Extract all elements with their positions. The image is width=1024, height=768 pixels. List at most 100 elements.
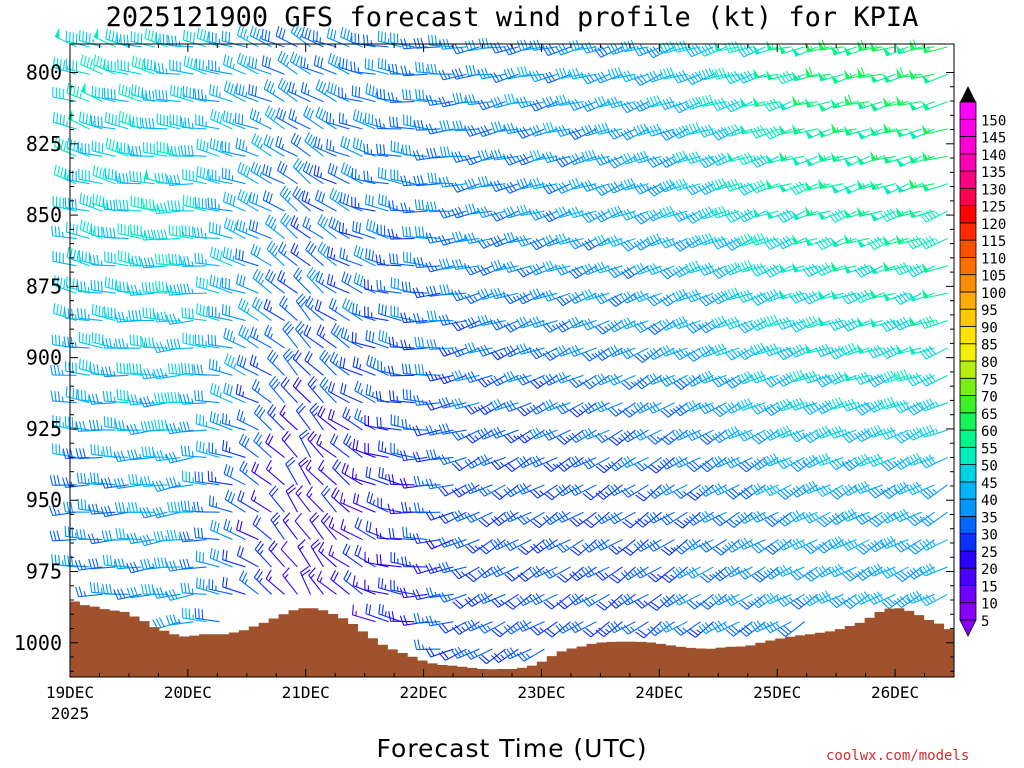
barb-half: [384, 611, 387, 617]
barb-full: [331, 487, 338, 497]
barb-half: [334, 306, 338, 312]
barb-half: [177, 481, 181, 487]
barb-shaft: [364, 153, 389, 157]
barb-shaft: [210, 255, 233, 267]
wind-barb: [222, 191, 246, 212]
barb-shaft: [416, 539, 441, 545]
barb-shaft: [195, 480, 220, 486]
barb-half: [513, 435, 518, 440]
barb-full: [141, 337, 145, 348]
barb-full: [64, 197, 67, 208]
barb-full: [223, 382, 227, 393]
barb-full: [102, 199, 106, 210]
barb-full: [108, 277, 110, 288]
wind-barb: [235, 273, 259, 294]
wind-barb: [365, 466, 389, 486]
barb-full: [396, 117, 399, 128]
barb-half: [294, 89, 297, 95]
barb-full: [471, 232, 477, 243]
barb-full: [295, 160, 302, 170]
barb-shaft: [315, 280, 337, 294]
barb-full: [268, 375, 277, 385]
barb-full: [212, 412, 216, 423]
barb-half: [603, 516, 609, 521]
barb-full: [331, 218, 336, 229]
barb-shaft: [266, 249, 285, 267]
wind-barb: [340, 518, 363, 541]
barb-full: [195, 440, 198, 451]
barb-half: [310, 304, 314, 310]
barb-full: [170, 200, 174, 211]
barb-full: [180, 87, 183, 98]
barb-shaft: [264, 334, 285, 349]
barb-full: [114, 279, 117, 290]
barb-full: [200, 227, 204, 238]
barb-full: [105, 338, 109, 349]
barb-half: [319, 577, 323, 583]
barb-full: [343, 328, 348, 339]
barb-full: [73, 140, 76, 151]
barb-shaft: [66, 256, 90, 267]
barb-shaft: [156, 123, 181, 130]
barb-full: [212, 496, 215, 507]
wind-barb: [516, 402, 545, 417]
wind-barbs: [48, 23, 948, 665]
wind-barb: [282, 348, 298, 376]
barb-full: [160, 392, 165, 403]
wind-barb: [262, 190, 285, 212]
barb-full: [490, 43, 496, 54]
wind-barb: [182, 168, 207, 185]
barb-full: [180, 117, 184, 128]
barb-full: [179, 394, 184, 405]
barb-full: [293, 244, 299, 255]
barb-half: [284, 304, 288, 310]
barb-full: [438, 97, 444, 108]
barb-full: [353, 272, 358, 283]
barb-full: [357, 519, 363, 530]
wind-barb: [208, 305, 233, 322]
barb-shaft: [196, 175, 220, 185]
wind-barb: [52, 251, 77, 267]
barb-half: [259, 143, 263, 149]
barb-full: [192, 197, 195, 208]
wind-barb: [89, 419, 116, 431]
barb-half: [499, 213, 504, 219]
barb-full: [211, 334, 213, 346]
barb-shaft: [54, 146, 77, 157]
barb-half: [191, 288, 194, 294]
barb-full: [130, 394, 135, 405]
barb-full: [266, 136, 271, 147]
barb-half: [169, 259, 172, 266]
barb-full: [101, 338, 106, 349]
barb-full: [283, 433, 292, 443]
barb-shaft: [170, 456, 194, 464]
barb-full: [319, 326, 325, 337]
barb-full: [249, 354, 254, 365]
barb-shaft: [261, 64, 285, 75]
barb-full: [284, 350, 293, 360]
barb-full: [330, 247, 334, 259]
barb-full: [154, 419, 158, 430]
barb-full: [339, 356, 343, 368]
wind-barb: [277, 270, 298, 294]
barb-full: [143, 257, 148, 268]
barb-full: [109, 446, 113, 457]
barb-full: [140, 476, 145, 487]
wind-barb: [168, 224, 194, 240]
barb-full: [173, 529, 178, 540]
barb-shaft: [319, 385, 337, 404]
barb-half: [426, 67, 428, 73]
barb-full: [296, 27, 302, 37]
barb-full: [267, 271, 274, 281]
barb-full: [242, 276, 246, 287]
barb-full: [425, 616, 431, 626]
wind-barb: [352, 109, 376, 130]
barb-shaft: [351, 70, 376, 75]
barb-full: [89, 114, 92, 125]
barb-full: [532, 178, 538, 189]
barb-full: [351, 331, 354, 343]
barb-half: [421, 399, 425, 405]
wind-barb: [131, 55, 155, 75]
barb-half: [335, 360, 339, 366]
barb-shaft: [236, 283, 259, 294]
